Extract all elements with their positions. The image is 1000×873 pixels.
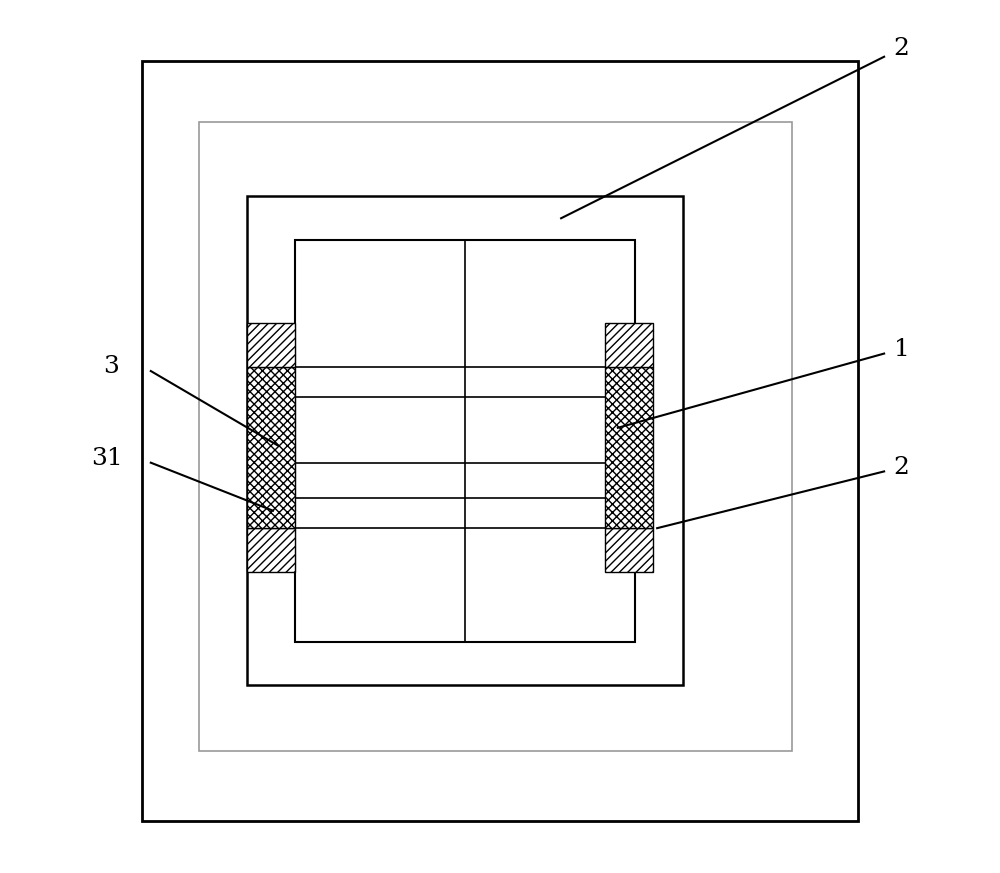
Bar [295, 498, 635, 528]
Bar [295, 367, 635, 397]
Bar [605, 367, 653, 528]
Bar [605, 323, 653, 367]
Bar [295, 240, 635, 642]
Bar [247, 528, 295, 572]
Bar [142, 61, 858, 821]
Bar [199, 122, 792, 751]
Bar [247, 367, 295, 528]
Bar [605, 528, 653, 572]
Text: 2: 2 [894, 456, 910, 478]
Text: 3: 3 [104, 355, 119, 378]
Text: 31: 31 [91, 447, 123, 470]
Text: 2: 2 [894, 37, 910, 59]
Text: 1: 1 [894, 338, 909, 361]
Bar [247, 323, 295, 367]
Bar [247, 196, 683, 685]
